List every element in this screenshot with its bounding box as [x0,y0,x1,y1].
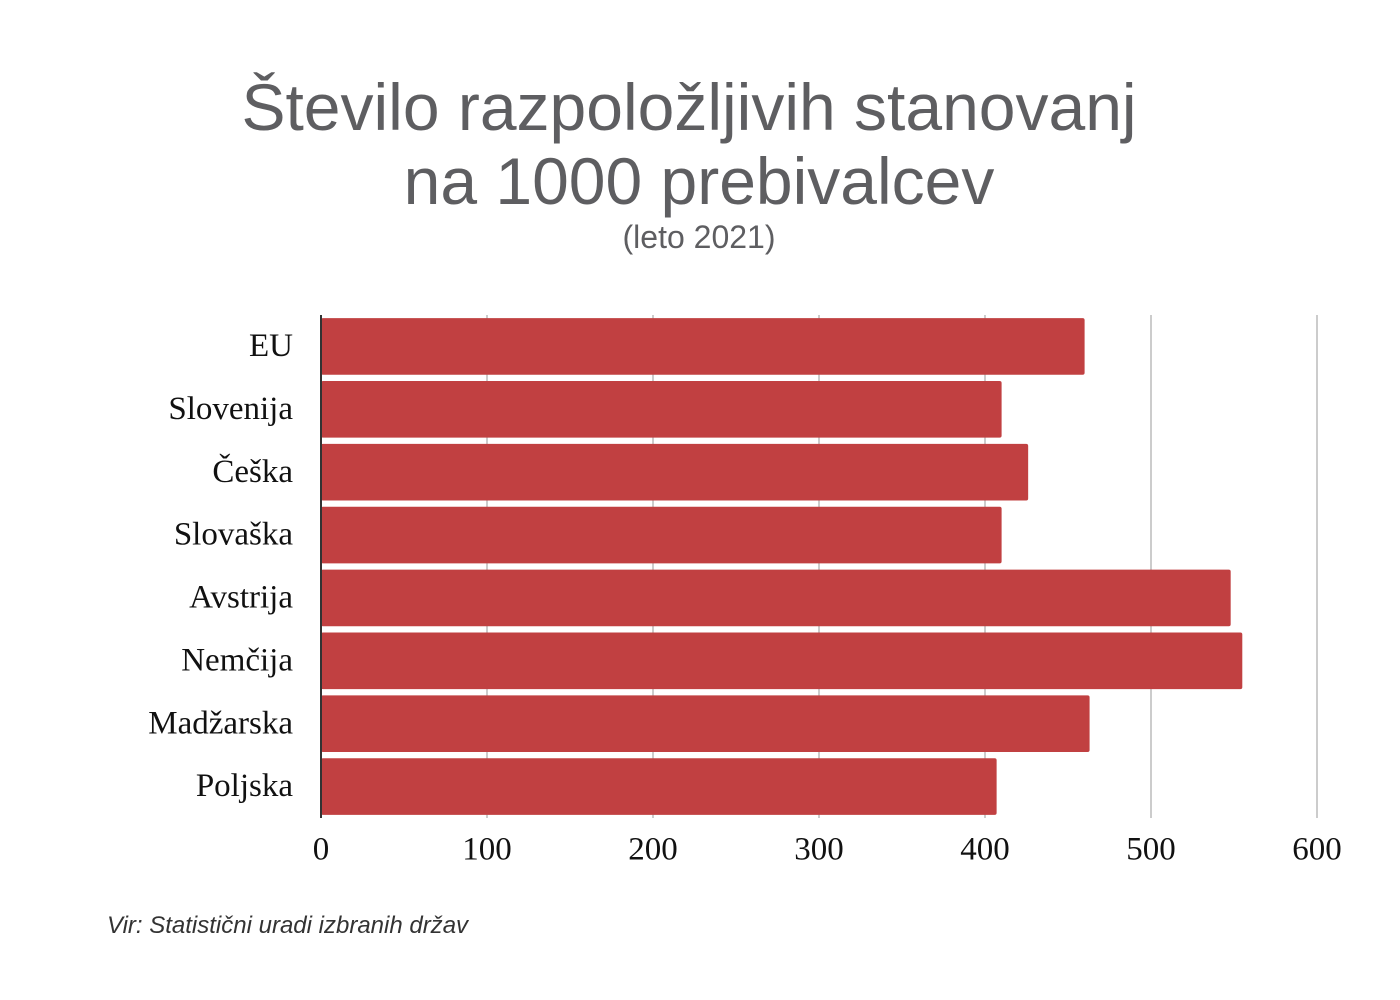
y-tick-label: EU [249,328,293,364]
x-tick-label: 600 [1292,832,1342,868]
bar [321,758,997,815]
x-tick-label: 400 [960,832,1010,868]
y-tick-label: Avstrija [189,580,293,616]
chart-subtitle: (leto 2021) [623,219,776,255]
y-tick-label: Slovenija [168,391,293,427]
y-tick-label: Madžarska [148,705,293,741]
x-tick-label: 300 [794,832,844,868]
chart-title: Število razpoložljivih stanovanj [241,70,1136,144]
bar [321,318,1085,375]
x-tick-label: 200 [628,832,678,868]
y-tick-label: Češka [212,452,293,490]
bar [321,632,1243,690]
bar [321,506,1002,564]
x-tick-label: 100 [462,832,512,868]
bar [321,695,1090,752]
bar [321,381,1002,438]
bar [321,569,1231,627]
x-tick-label: 0 [313,832,330,868]
y-tick-label: Poljska [196,768,294,804]
source-note: Vir: Statistični uradi izbranih držav [107,912,470,939]
x-tick-label: 500 [1126,832,1176,868]
y-tick-label: Nemčija [181,642,293,678]
bar [321,443,1029,501]
y-tick-label: Slovaška [174,517,294,553]
chart-title: na 1000 prebivalcev [404,144,995,218]
